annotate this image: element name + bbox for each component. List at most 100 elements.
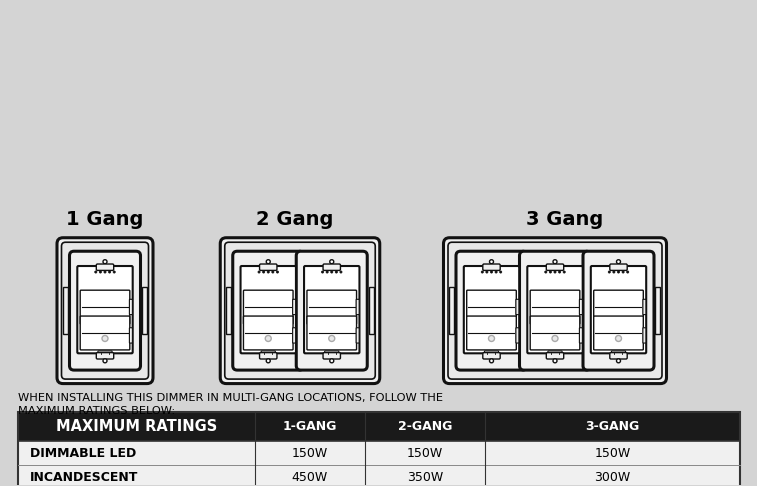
Circle shape <box>613 271 615 273</box>
FancyBboxPatch shape <box>530 290 580 324</box>
Text: 150W: 150W <box>407 447 443 460</box>
FancyBboxPatch shape <box>323 353 341 359</box>
Circle shape <box>490 359 494 363</box>
Circle shape <box>95 271 97 273</box>
Text: INCANDESCENT: INCANDESCENT <box>30 471 139 484</box>
FancyBboxPatch shape <box>643 328 646 343</box>
FancyBboxPatch shape <box>444 238 666 383</box>
Bar <box>18 441 740 466</box>
Circle shape <box>340 271 342 273</box>
FancyBboxPatch shape <box>483 353 500 359</box>
Circle shape <box>615 335 621 342</box>
FancyBboxPatch shape <box>260 353 277 359</box>
FancyBboxPatch shape <box>129 328 132 343</box>
FancyBboxPatch shape <box>610 264 628 270</box>
FancyBboxPatch shape <box>464 266 519 353</box>
FancyBboxPatch shape <box>356 299 359 314</box>
FancyBboxPatch shape <box>323 264 341 270</box>
Circle shape <box>322 271 324 273</box>
FancyBboxPatch shape <box>456 251 527 370</box>
Bar <box>18 466 740 486</box>
Circle shape <box>627 271 629 273</box>
Circle shape <box>113 271 115 273</box>
Circle shape <box>99 271 101 273</box>
Circle shape <box>331 271 333 273</box>
FancyBboxPatch shape <box>516 328 519 343</box>
Circle shape <box>618 271 619 273</box>
FancyBboxPatch shape <box>307 290 357 324</box>
Circle shape <box>553 359 557 363</box>
Circle shape <box>553 260 557 264</box>
FancyBboxPatch shape <box>579 299 582 314</box>
FancyBboxPatch shape <box>530 316 580 350</box>
Circle shape <box>329 335 335 342</box>
FancyBboxPatch shape <box>304 266 360 353</box>
FancyBboxPatch shape <box>583 251 654 370</box>
Circle shape <box>495 271 497 273</box>
FancyBboxPatch shape <box>547 353 564 359</box>
FancyBboxPatch shape <box>484 351 499 355</box>
Text: DIMMABLE LED: DIMMABLE LED <box>30 447 136 460</box>
Circle shape <box>103 260 107 264</box>
FancyBboxPatch shape <box>96 353 114 359</box>
Circle shape <box>330 359 334 363</box>
FancyBboxPatch shape <box>241 266 296 353</box>
FancyBboxPatch shape <box>244 290 293 324</box>
FancyBboxPatch shape <box>70 251 141 370</box>
Bar <box>18 412 740 486</box>
Circle shape <box>108 271 111 273</box>
Bar <box>142 287 147 334</box>
Circle shape <box>266 359 270 363</box>
Bar <box>369 287 374 334</box>
Text: 1-GANG: 1-GANG <box>283 420 337 433</box>
FancyBboxPatch shape <box>307 316 357 350</box>
Text: 150W: 150W <box>594 447 631 460</box>
Bar <box>226 287 231 334</box>
Text: 150W: 150W <box>292 447 328 460</box>
Circle shape <box>104 271 106 273</box>
Circle shape <box>265 335 271 342</box>
Circle shape <box>267 271 269 273</box>
FancyBboxPatch shape <box>232 251 304 370</box>
Circle shape <box>102 335 108 342</box>
FancyBboxPatch shape <box>467 316 516 350</box>
Text: 1 Gang: 1 Gang <box>67 210 144 229</box>
FancyBboxPatch shape <box>612 351 625 355</box>
FancyBboxPatch shape <box>77 266 132 353</box>
FancyBboxPatch shape <box>593 316 643 350</box>
FancyBboxPatch shape <box>293 328 296 343</box>
FancyBboxPatch shape <box>448 242 662 379</box>
FancyBboxPatch shape <box>579 328 582 343</box>
FancyBboxPatch shape <box>220 238 380 383</box>
Circle shape <box>563 271 565 273</box>
Circle shape <box>326 271 329 273</box>
Circle shape <box>335 271 338 273</box>
Circle shape <box>263 271 265 273</box>
FancyBboxPatch shape <box>80 316 129 350</box>
Circle shape <box>622 271 625 273</box>
FancyBboxPatch shape <box>516 299 519 314</box>
Text: MAXIMUM RATINGS: MAXIMUM RATINGS <box>56 419 217 434</box>
FancyBboxPatch shape <box>483 264 500 270</box>
FancyBboxPatch shape <box>296 251 367 370</box>
FancyBboxPatch shape <box>356 328 359 343</box>
FancyBboxPatch shape <box>528 266 583 353</box>
Bar <box>63 287 68 334</box>
Text: 350W: 350W <box>407 471 443 484</box>
Text: 3-GANG: 3-GANG <box>585 420 640 433</box>
FancyBboxPatch shape <box>57 238 153 383</box>
Circle shape <box>486 271 488 273</box>
Text: WHEN INSTALLING THIS DIMMER IN MULTI-GANG LOCATIONS, FOLLOW THE
MAXIMUM RATINGS : WHEN INSTALLING THIS DIMMER IN MULTI-GAN… <box>18 393 443 416</box>
Bar <box>18 412 740 441</box>
Circle shape <box>491 271 493 273</box>
Circle shape <box>490 260 494 264</box>
Circle shape <box>608 271 610 273</box>
Text: 2 Gang: 2 Gang <box>257 210 334 229</box>
Circle shape <box>616 359 621 363</box>
Circle shape <box>550 271 552 273</box>
Circle shape <box>330 260 334 264</box>
Circle shape <box>559 271 561 273</box>
Circle shape <box>258 271 260 273</box>
FancyBboxPatch shape <box>590 266 646 353</box>
FancyBboxPatch shape <box>643 299 646 314</box>
